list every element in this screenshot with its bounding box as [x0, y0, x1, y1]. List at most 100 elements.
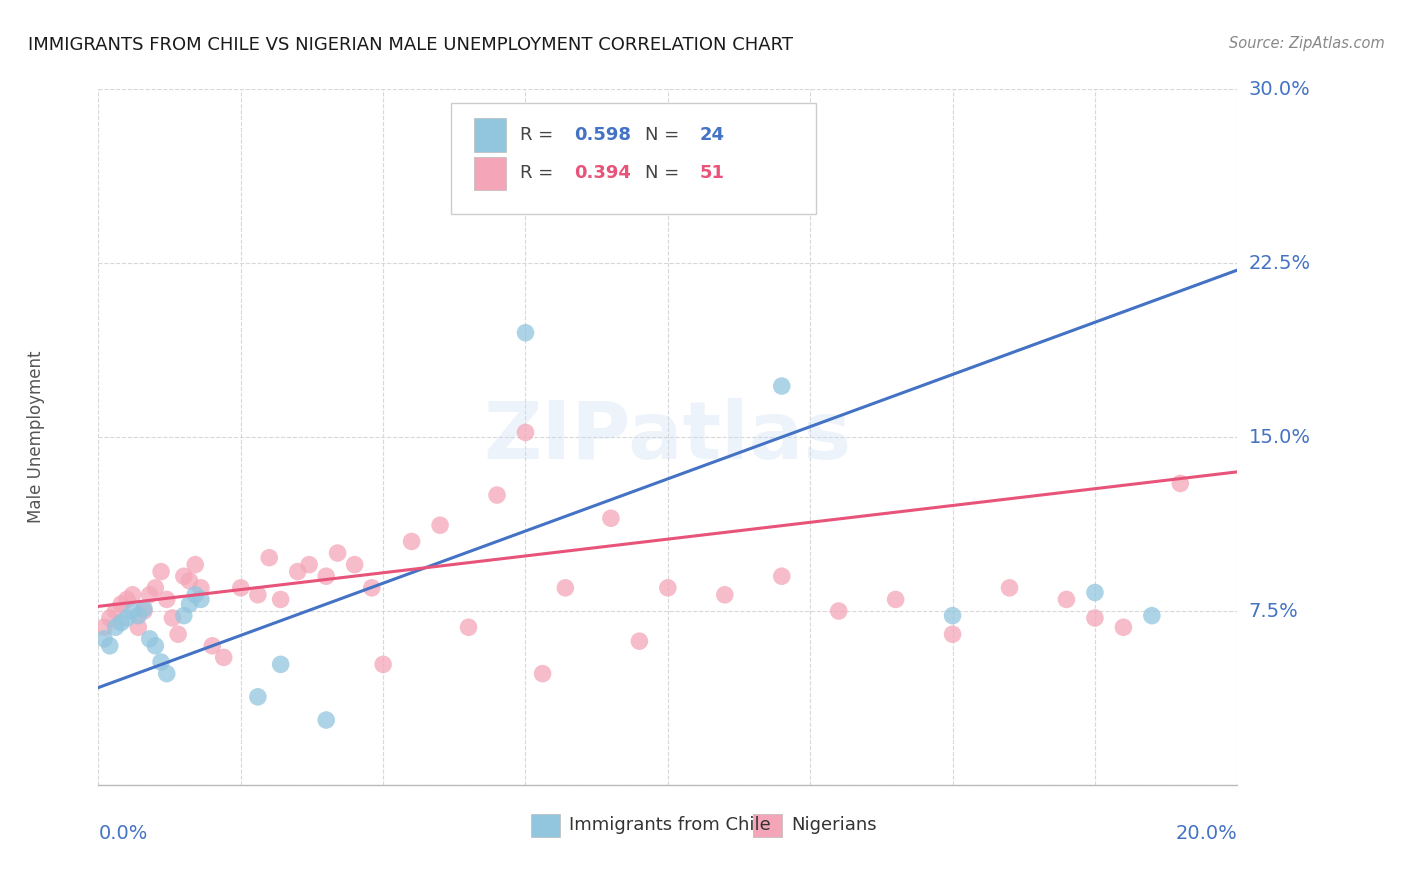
- Point: [828, 604, 851, 618]
- Text: R =: R =: [520, 164, 558, 182]
- Point: [486, 488, 509, 502]
- Point: [184, 588, 207, 602]
- Point: [884, 592, 907, 607]
- Point: [150, 655, 173, 669]
- FancyBboxPatch shape: [474, 119, 506, 152]
- Point: [270, 592, 292, 607]
- Point: [770, 569, 793, 583]
- Text: 0.0%: 0.0%: [98, 824, 148, 843]
- Point: [190, 581, 212, 595]
- Text: 0.598: 0.598: [575, 126, 631, 145]
- Point: [145, 639, 167, 653]
- Text: 30.0%: 30.0%: [1249, 79, 1310, 99]
- Text: Source: ZipAtlas.com: Source: ZipAtlas.com: [1229, 36, 1385, 51]
- Point: [138, 632, 160, 646]
- Point: [132, 601, 155, 615]
- FancyBboxPatch shape: [531, 814, 560, 837]
- Point: [138, 588, 160, 602]
- Point: [190, 592, 212, 607]
- Point: [93, 632, 115, 646]
- Point: [246, 588, 269, 602]
- Point: [145, 581, 167, 595]
- Point: [326, 546, 349, 560]
- Point: [229, 581, 252, 595]
- Point: [121, 588, 143, 602]
- Point: [184, 558, 207, 572]
- Text: Male Unemployment: Male Unemployment: [27, 351, 45, 524]
- Point: [132, 604, 155, 618]
- Point: [343, 558, 366, 572]
- Text: IMMIGRANTS FROM CHILE VS NIGERIAN MALE UNEMPLOYMENT CORRELATION CHART: IMMIGRANTS FROM CHILE VS NIGERIAN MALE U…: [28, 36, 793, 54]
- FancyBboxPatch shape: [451, 103, 815, 214]
- Point: [93, 620, 115, 634]
- Point: [110, 597, 132, 611]
- Text: R =: R =: [520, 126, 558, 145]
- Point: [115, 611, 138, 625]
- Point: [1084, 611, 1107, 625]
- Point: [127, 608, 149, 623]
- Text: 15.0%: 15.0%: [1249, 427, 1310, 447]
- Text: 22.5%: 22.5%: [1249, 253, 1310, 273]
- FancyBboxPatch shape: [754, 814, 782, 837]
- Point: [104, 604, 127, 618]
- Point: [115, 592, 138, 607]
- Point: [173, 608, 195, 623]
- Point: [121, 604, 143, 618]
- Text: 0.394: 0.394: [575, 164, 631, 182]
- Point: [1084, 585, 1107, 599]
- Point: [173, 569, 195, 583]
- Point: [110, 615, 132, 630]
- Text: 20.0%: 20.0%: [1175, 824, 1237, 843]
- Text: N =: N =: [645, 164, 685, 182]
- Point: [104, 620, 127, 634]
- Text: 7.5%: 7.5%: [1249, 601, 1298, 621]
- Point: [373, 657, 395, 672]
- Point: [270, 657, 292, 672]
- Point: [98, 639, 121, 653]
- Point: [201, 639, 224, 653]
- Point: [657, 581, 679, 595]
- Point: [401, 534, 423, 549]
- Point: [998, 581, 1021, 595]
- Text: 51: 51: [700, 164, 724, 182]
- Point: [127, 620, 149, 634]
- Point: [1140, 608, 1163, 623]
- Text: Immigrants from Chile: Immigrants from Chile: [569, 816, 770, 834]
- Point: [457, 620, 479, 634]
- Point: [259, 550, 281, 565]
- Point: [628, 634, 651, 648]
- Point: [770, 379, 793, 393]
- Point: [156, 592, 179, 607]
- Point: [179, 597, 201, 611]
- Point: [1056, 592, 1078, 607]
- Point: [167, 627, 190, 641]
- Point: [179, 574, 201, 588]
- Point: [315, 569, 337, 583]
- Point: [212, 650, 235, 665]
- Point: [714, 588, 737, 602]
- Point: [515, 425, 537, 440]
- Point: [1112, 620, 1135, 634]
- Point: [150, 565, 173, 579]
- Point: [429, 518, 451, 533]
- Point: [515, 326, 537, 340]
- Point: [156, 666, 179, 681]
- Text: ZIPatlas: ZIPatlas: [484, 398, 852, 476]
- Point: [298, 558, 321, 572]
- Point: [162, 611, 184, 625]
- FancyBboxPatch shape: [474, 157, 506, 190]
- Point: [600, 511, 623, 525]
- Point: [246, 690, 269, 704]
- Point: [942, 608, 965, 623]
- Point: [315, 713, 337, 727]
- Text: 24: 24: [700, 126, 724, 145]
- Point: [98, 611, 121, 625]
- Point: [942, 627, 965, 641]
- Point: [1170, 476, 1192, 491]
- Point: [554, 581, 576, 595]
- Text: Nigerians: Nigerians: [790, 816, 876, 834]
- Point: [531, 666, 554, 681]
- Point: [287, 565, 309, 579]
- Text: N =: N =: [645, 126, 685, 145]
- Point: [360, 581, 382, 595]
